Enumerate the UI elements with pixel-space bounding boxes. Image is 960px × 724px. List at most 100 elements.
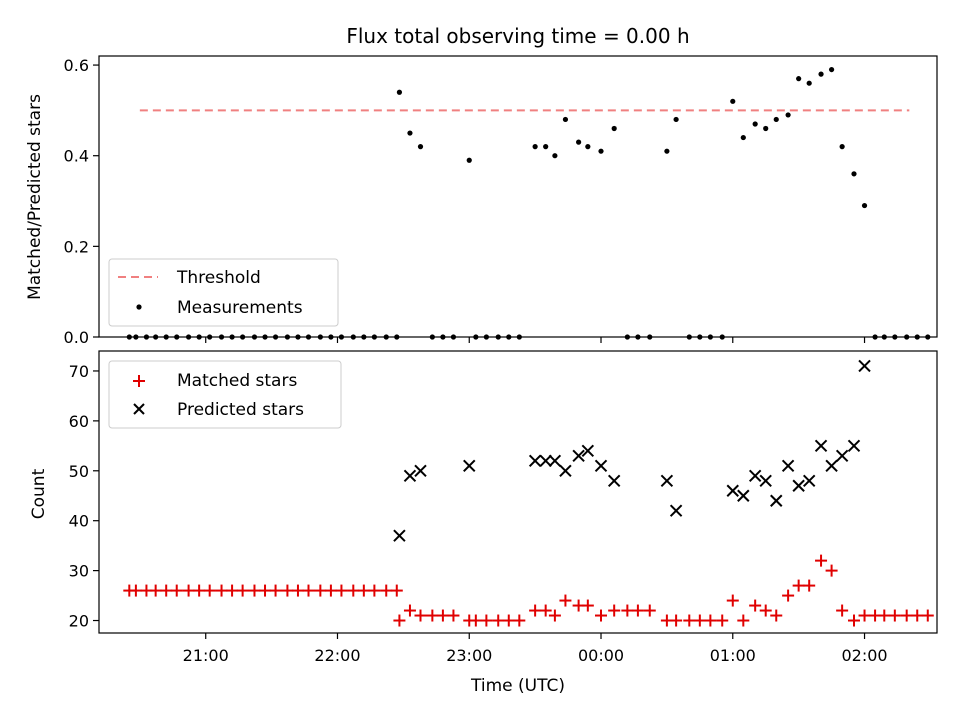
matched-star-point [324,584,337,597]
measurement-point [818,71,824,77]
matched-star-point [513,614,526,627]
predicted-star-point [726,484,739,497]
ratio-y-axis-label: Matched/Predicted stars [25,94,45,300]
matched-star-point [182,584,195,597]
matched-star-point [149,584,162,597]
matched-star-point [393,614,406,627]
matched-star-point [129,584,142,597]
matched-star-point [911,609,924,622]
ratio-panel: 0.0 0.2 0.4 0.6 Matched/Predicted stars Thr… [25,55,938,347]
legend-measurements-swatch [136,304,142,310]
matched-star-point [502,614,515,627]
matched-star-point [726,594,739,607]
matched-star-point [492,614,505,627]
matched-star-point [248,584,261,597]
count-panel-frame [98,350,938,634]
chart-title: Flux total observing time = 0.00 h [346,24,689,48]
matched-star-point [380,584,393,597]
matched-star-point [281,584,294,597]
matched-star-point [608,604,621,617]
measurement-point [407,130,413,136]
predicted-star-point [814,439,828,453]
measurement-point [773,116,779,123]
count-legend-box [108,360,342,429]
measurement-point [611,125,617,132]
matched-star-point [291,584,304,597]
matched-star-point [581,599,594,612]
matched-star-point [792,579,805,592]
measurement-point [664,148,670,154]
predicted-star-point [792,479,805,492]
predicted-star-point [759,474,772,487]
matched-star-point [716,614,729,627]
predicted-star-point [548,454,562,468]
ratio-panel-frame [98,55,938,338]
count-y-tick-label: 40 [69,512,89,531]
ratio-y-tick-label: 0.4 [64,147,89,166]
matched-star-point [480,614,493,627]
matched-star-point [347,584,360,597]
matched-star-point [643,604,656,617]
measurement-point [585,144,591,150]
matched-star-point [803,579,816,592]
measurement-point [673,116,679,123]
matched-star-point [621,604,634,617]
ratio-y-tick-label: 0.2 [64,237,89,256]
matched-star-point [847,614,860,627]
legend-matched-swatch [133,375,145,387]
legend-predicted-label: Predicted stars [177,400,304,420]
predicted-star-point [581,444,595,458]
predicted-star-point [737,489,750,502]
matched-star-point [236,584,249,597]
measurement-point [532,144,538,150]
x-tick-label: 22:00 [314,646,360,665]
matched-star-point [203,584,216,597]
predicted-star-point [802,474,816,487]
matched-star-point [704,614,717,627]
matched-star-point [426,609,439,622]
predicted-star-point [572,449,585,463]
predicted-star-point [403,469,417,482]
matched-star-point [403,604,416,617]
measurement-point [763,125,769,132]
matched-star-point [269,584,282,597]
predicted-star-point [825,459,838,473]
measurement-point [851,171,857,177]
predicted-star-point [528,454,542,468]
measurement-point [417,144,424,150]
matched-star-point [782,589,795,602]
measurement-point [543,144,549,150]
matched-star-point [193,584,206,597]
count-legend: Matched stars Predicted stars [108,360,342,429]
predicted-star-point [559,464,572,477]
matched-star-point [335,584,348,597]
matched-star-point [836,604,849,617]
matched-star-point [539,604,552,617]
measurement-point [806,80,812,86]
matched-star-point [737,614,750,627]
matched-star-point [693,614,706,627]
matched-star-point [858,609,871,622]
count-y-tick-label: 50 [69,462,89,481]
x-tick-label: 23:00 [446,646,492,665]
matched-star-point [226,584,239,597]
matched-star-point [390,584,403,597]
matched-star-point [770,609,783,622]
legend-measurements-label: Measurements [177,298,303,318]
predicted-star-point [847,439,861,453]
measurement-point [466,157,472,163]
ratio-legend-box [108,258,339,327]
predicted-star-point [858,359,871,373]
matched-star-point [825,564,838,577]
predicted-star-point [393,529,406,542]
matched-star-point [469,614,482,627]
matched-star-point [749,599,762,612]
predicted-star-point [669,504,683,517]
predicted-star-point [594,459,608,473]
matched-star-point [921,609,934,622]
legend-matched-label: Matched stars [177,371,297,391]
predicted-star-point [607,474,621,487]
count-panel: 20 30 40 50 60 70 21:00 22:00 23:00 00:00 01:00 02… [29,350,938,696]
